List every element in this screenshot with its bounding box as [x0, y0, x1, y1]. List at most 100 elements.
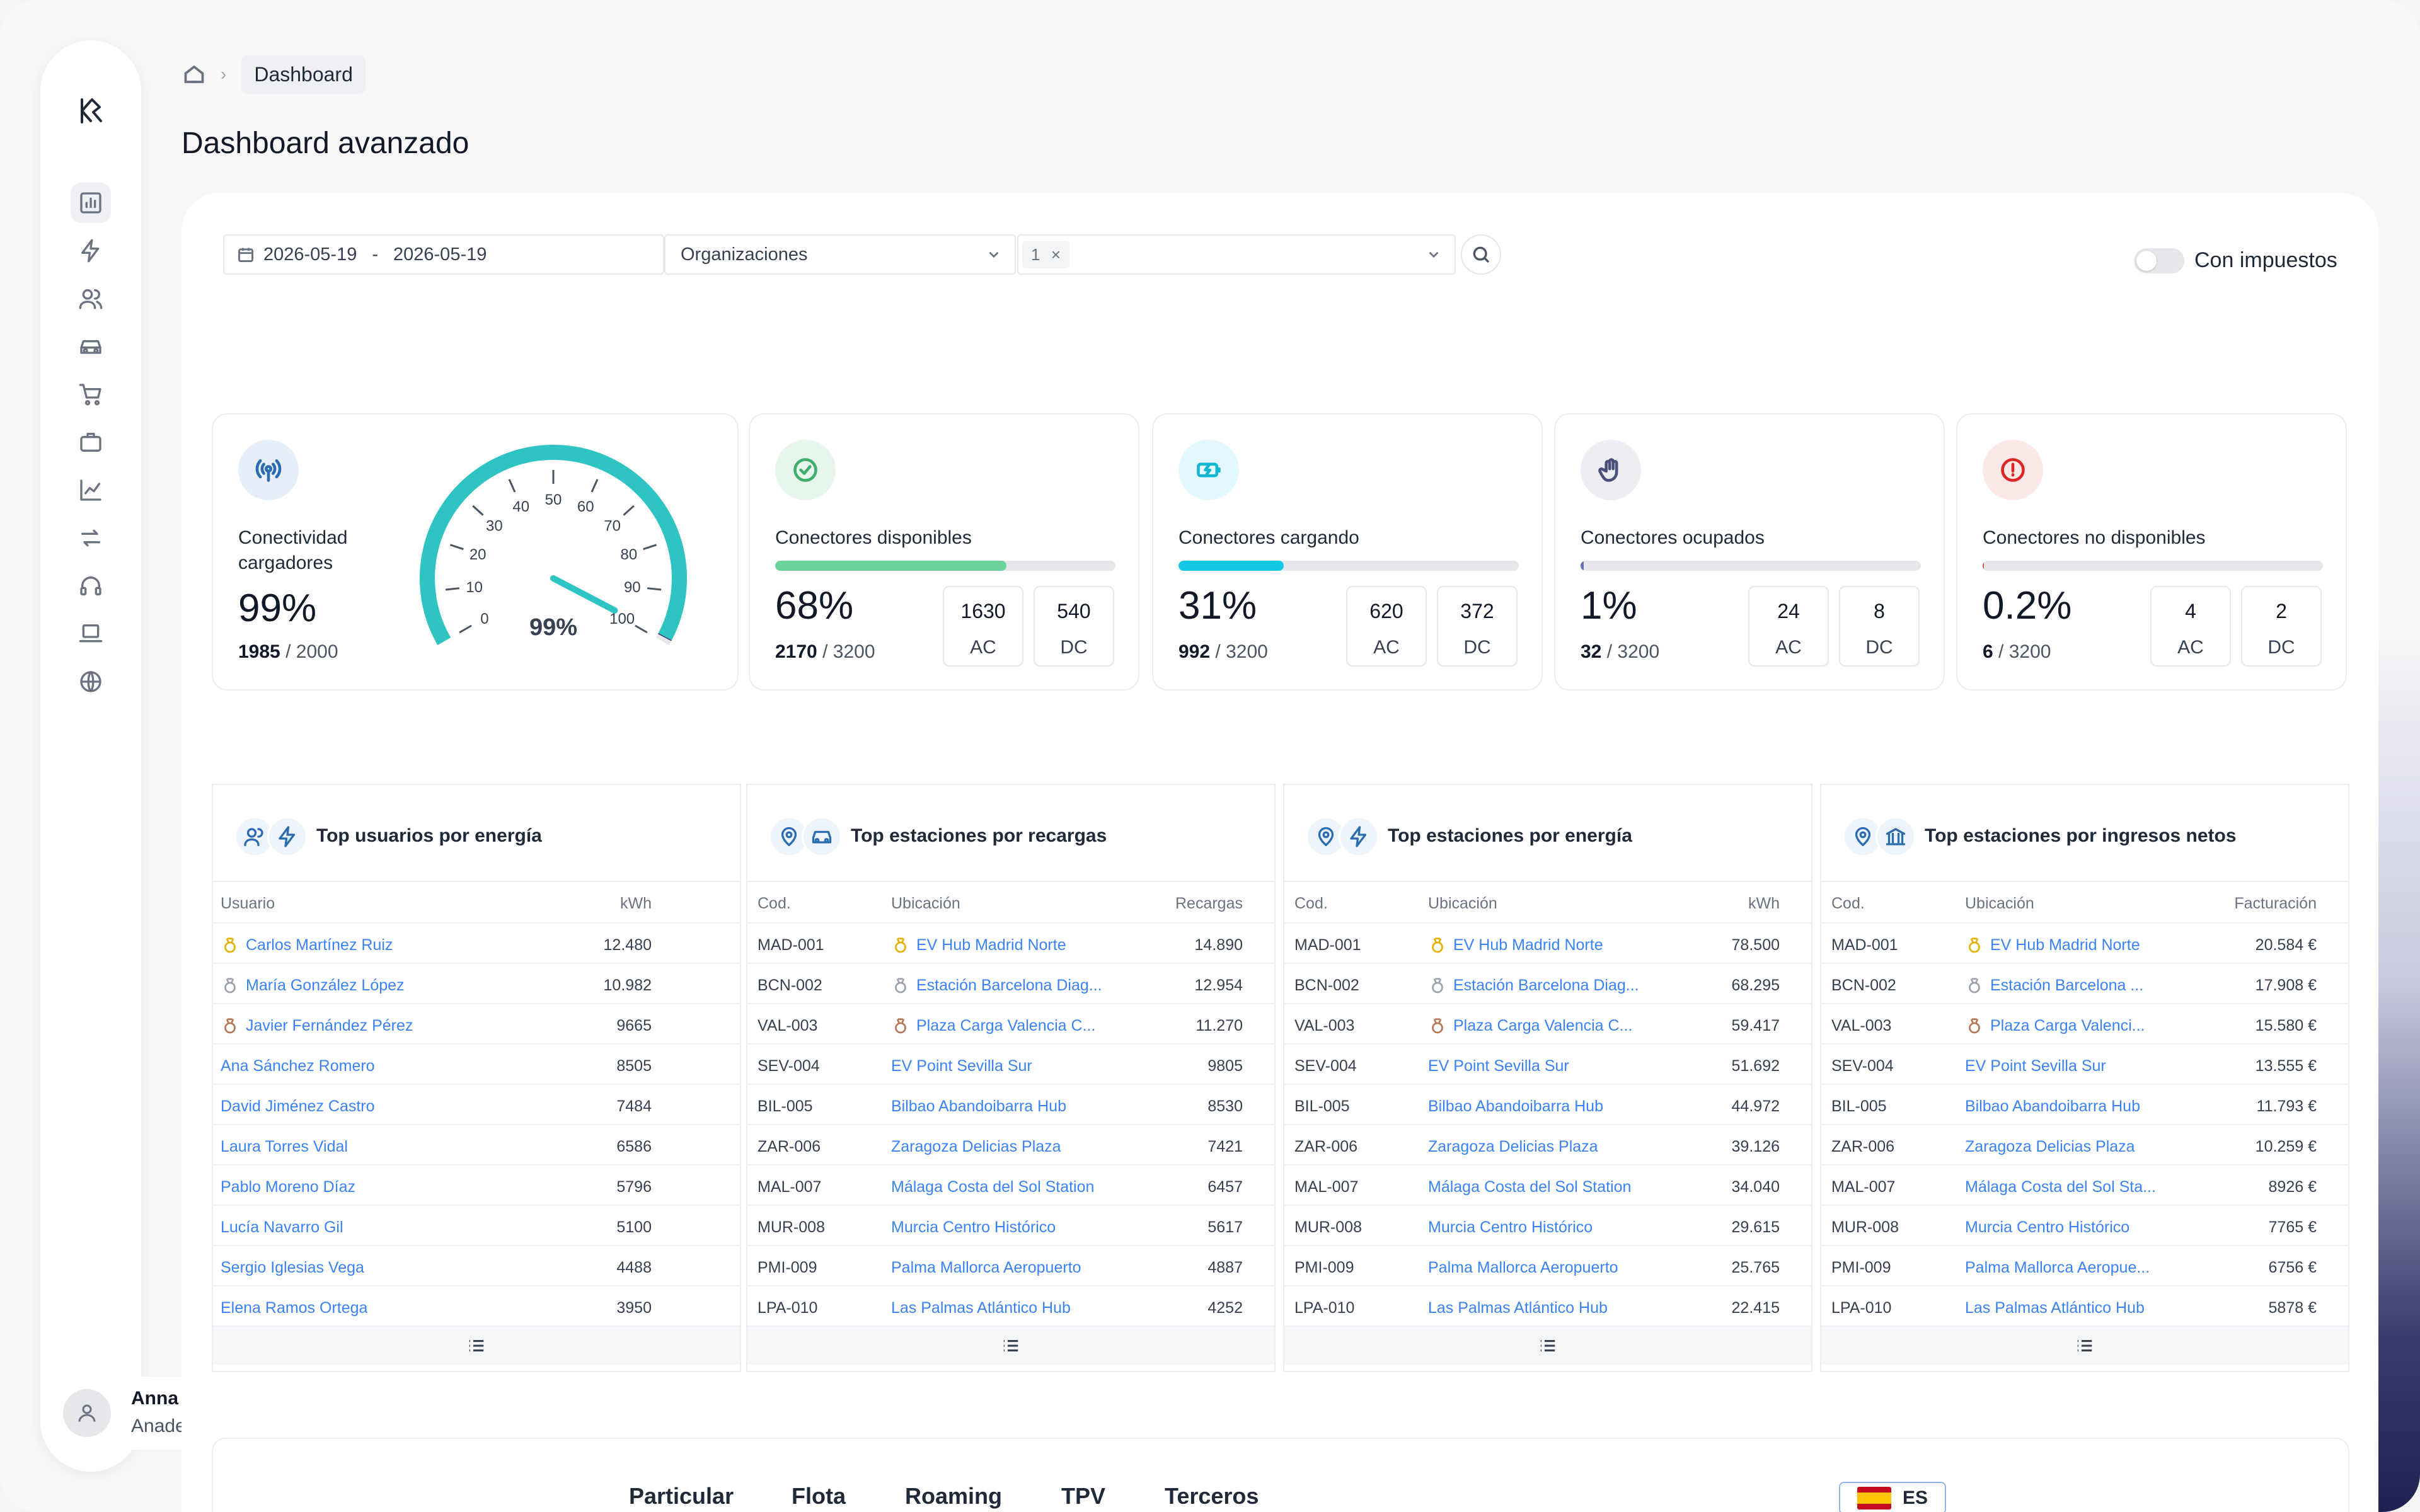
row-link[interactable]: Zaragoza Delicias Plaza	[891, 1138, 1061, 1156]
column-header[interactable]: Cod.	[1294, 895, 1328, 912]
row-link[interactable]: Sergio Iglesias Vega	[221, 1259, 364, 1277]
table-row[interactable]: SEV-004 EV Point Sevilla Sur 51.692	[1284, 1045, 1811, 1085]
sidebar-item-users[interactable]	[71, 278, 111, 319]
row-link[interactable]: EV Point Sevilla Sur	[1428, 1057, 1569, 1075]
language-selector[interactable]: ES	[1839, 1482, 1946, 1512]
sidebar-item-vehicles[interactable]	[71, 326, 111, 367]
table-row[interactable]: PMI-009 Palma Mallorca Aeropuerto 4887	[747, 1246, 1274, 1286]
row-link[interactable]: Javier Fernández Pérez	[221, 1017, 413, 1036]
row-link[interactable]: Plaza Carga Valenci...	[1965, 1017, 2145, 1036]
bottom-tab[interactable]: Terceros	[1165, 1483, 1259, 1509]
table-row[interactable]: SEV-004 EV Point Sevilla Sur 9805	[747, 1045, 1274, 1085]
selected-chip[interactable]: 1 ×	[1022, 241, 1069, 268]
row-link[interactable]: Murcia Centro Histórico	[1965, 1218, 2129, 1237]
row-link[interactable]: Palma Mallorca Aeropuerto	[891, 1259, 1081, 1277]
row-link[interactable]: EV Point Sevilla Sur	[1965, 1057, 2106, 1075]
column-header[interactable]: Usuario	[221, 895, 275, 912]
table-row[interactable]: Laura Torres Vidal 6586	[213, 1125, 740, 1166]
table-row[interactable]: BIL-005 Bilbao Abandoibarra Hub 8530	[747, 1085, 1274, 1125]
table-row[interactable]: PMI-009 Palma Mallorca Aeropuerto 25.765	[1284, 1246, 1811, 1286]
table-row[interactable]: BCN-002 Estación Barcelona Diag... 68.295	[1284, 964, 1811, 1004]
sidebar-item-business[interactable]	[71, 422, 111, 462]
bottom-tab[interactable]: TPV	[1061, 1483, 1106, 1509]
row-link[interactable]: Estación Barcelona Diag...	[1428, 976, 1639, 995]
table-row[interactable]: SEV-004 EV Point Sevilla Sur 13.555 €	[1821, 1045, 2348, 1085]
row-link[interactable]: Málaga Costa del Sol Station	[1428, 1178, 1631, 1196]
row-link[interactable]: Plaza Carga Valencia C...	[891, 1017, 1095, 1036]
sidebar-item-transactions[interactable]	[71, 518, 111, 558]
table-row[interactable]: MAL-007 Málaga Costa del Sol Station 6457	[747, 1166, 1274, 1206]
row-link[interactable]: Carlos Martínez Ruiz	[221, 936, 393, 955]
table-row[interactable]: MUR-008 Murcia Centro Histórico 29.615	[1284, 1206, 1811, 1246]
column-header[interactable]: Facturación	[2234, 895, 2317, 912]
row-link[interactable]: EV Point Sevilla Sur	[891, 1057, 1032, 1075]
table-row[interactable]: Javier Fernández Pérez 9665	[213, 1004, 740, 1045]
table-row[interactable]: Pablo Moreno Díaz 5796	[213, 1166, 740, 1206]
column-header[interactable]: kWh	[620, 895, 652, 912]
table-row[interactable]: MUR-008 Murcia Centro Histórico 5617	[747, 1206, 1274, 1246]
table-row[interactable]: ZAR-006 Zaragoza Delicias Plaza 39.126	[1284, 1125, 1811, 1166]
row-link[interactable]: Las Palmas Atlántico Hub	[1965, 1299, 2145, 1317]
table-row[interactable]: María González López 10.982	[213, 964, 740, 1004]
sidebar-item-support[interactable]	[71, 566, 111, 606]
table-row[interactable]: BIL-005 Bilbao Abandoibarra Hub 11.793 €	[1821, 1085, 2348, 1125]
row-link[interactable]: Málaga Costa del Sol Station	[891, 1178, 1094, 1196]
column-header[interactable]: Ubicación	[1965, 895, 2034, 912]
row-link[interactable]: Estación Barcelona ...	[1965, 976, 2143, 995]
row-link[interactable]: Plaza Carga Valencia C...	[1428, 1017, 1632, 1036]
column-header[interactable]: Cod.	[1831, 895, 1865, 912]
row-link[interactable]: Murcia Centro Histórico	[891, 1218, 1056, 1237]
table-row[interactable]: VAL-003 Plaza Carga Valenci... 15.580 €	[1821, 1004, 2348, 1045]
table-row[interactable]: MAD-001 EV Hub Madrid Norte 20.584 €	[1821, 924, 2348, 964]
table-row[interactable]: VAL-003 Plaza Carga Valencia C... 11.270	[747, 1004, 1274, 1045]
table-row[interactable]: LPA-010 Las Palmas Atlántico Hub 5878 €	[1821, 1286, 2348, 1327]
column-header[interactable]: Ubicación	[891, 895, 960, 912]
view-all-button[interactable]	[1284, 1327, 1811, 1365]
row-link[interactable]: Zaragoza Delicias Plaza	[1965, 1138, 2135, 1156]
table-row[interactable]: David Jiménez Castro 7484	[213, 1085, 740, 1125]
sidebar-item-devices[interactable]	[71, 614, 111, 654]
row-link[interactable]: Bilbao Abandoibarra Hub	[891, 1097, 1066, 1116]
table-row[interactable]: MUR-008 Murcia Centro Histórico 7765 €	[1821, 1206, 2348, 1246]
table-row[interactable]: Carlos Martínez Ruiz 12.480	[213, 924, 740, 964]
row-link[interactable]: Estación Barcelona Diag...	[891, 976, 1102, 995]
close-icon[interactable]: ×	[1051, 244, 1061, 264]
table-row[interactable]: LPA-010 Las Palmas Atlántico Hub 22.415	[1284, 1286, 1811, 1327]
chargers-multiselect[interactable]: 1 ×	[1017, 234, 1456, 275]
row-link[interactable]: Murcia Centro Histórico	[1428, 1218, 1593, 1237]
tax-toggle[interactable]	[2134, 248, 2184, 273]
table-row[interactable]: VAL-003 Plaza Carga Valencia C... 59.417	[1284, 1004, 1811, 1045]
table-row[interactable]: BCN-002 Estación Barcelona Diag... 12.954	[747, 964, 1274, 1004]
view-all-button[interactable]	[1821, 1327, 2348, 1365]
table-row[interactable]: Lucía Navarro Gil 5100	[213, 1206, 740, 1246]
column-header[interactable]: kWh	[1748, 895, 1780, 912]
view-all-button[interactable]	[213, 1327, 740, 1365]
column-header[interactable]: Ubicación	[1428, 895, 1497, 912]
row-link[interactable]: EV Hub Madrid Norte	[1965, 936, 2140, 955]
column-header[interactable]: Recargas	[1175, 895, 1243, 912]
row-link[interactable]: Laura Torres Vidal	[221, 1138, 348, 1156]
table-row[interactable]: PMI-009 Palma Mallorca Aeropue... 6756 €	[1821, 1246, 2348, 1286]
row-link[interactable]: Palma Mallorca Aeropue...	[1965, 1259, 2150, 1277]
table-row[interactable]: BCN-002 Estación Barcelona ... 17.908 €	[1821, 964, 2348, 1004]
bottom-tab[interactable]: Roaming	[905, 1483, 1003, 1509]
view-all-button[interactable]	[747, 1327, 1274, 1365]
row-link[interactable]: Las Palmas Atlántico Hub	[1428, 1299, 1608, 1317]
table-row[interactable]: LPA-010 Las Palmas Atlántico Hub 4252	[747, 1286, 1274, 1327]
sidebar-item-reports[interactable]	[71, 470, 111, 510]
table-row[interactable]: BIL-005 Bilbao Abandoibarra Hub 44.972	[1284, 1085, 1811, 1125]
row-link[interactable]: Pablo Moreno Díaz	[221, 1178, 355, 1196]
sidebar-item-shop[interactable]	[71, 374, 111, 415]
row-link[interactable]: María González López	[221, 976, 405, 995]
column-header[interactable]: Cod.	[758, 895, 791, 912]
row-link[interactable]: Las Palmas Atlántico Hub	[891, 1299, 1071, 1317]
row-link[interactable]: Elena Ramos Ortega	[221, 1299, 367, 1317]
row-link[interactable]: Palma Mallorca Aeropuerto	[1428, 1259, 1618, 1277]
table-row[interactable]: MAL-007 Málaga Costa del Sol Station 34.04…	[1284, 1166, 1811, 1206]
row-link[interactable]: Bilbao Abandoibarra Hub	[1965, 1097, 2140, 1116]
table-row[interactable]: ZAR-006 Zaragoza Delicias Plaza 10.259 €	[1821, 1125, 2348, 1166]
organizations-select[interactable]: Organizaciones	[664, 234, 1016, 275]
table-row[interactable]: MAL-007 Málaga Costa del Sol Sta... 8926 €	[1821, 1166, 2348, 1206]
breadcrumb-current[interactable]: Dashboard	[241, 55, 366, 94]
date-range-picker[interactable]: 2026-05-19 - 2026-05-19	[223, 234, 664, 275]
